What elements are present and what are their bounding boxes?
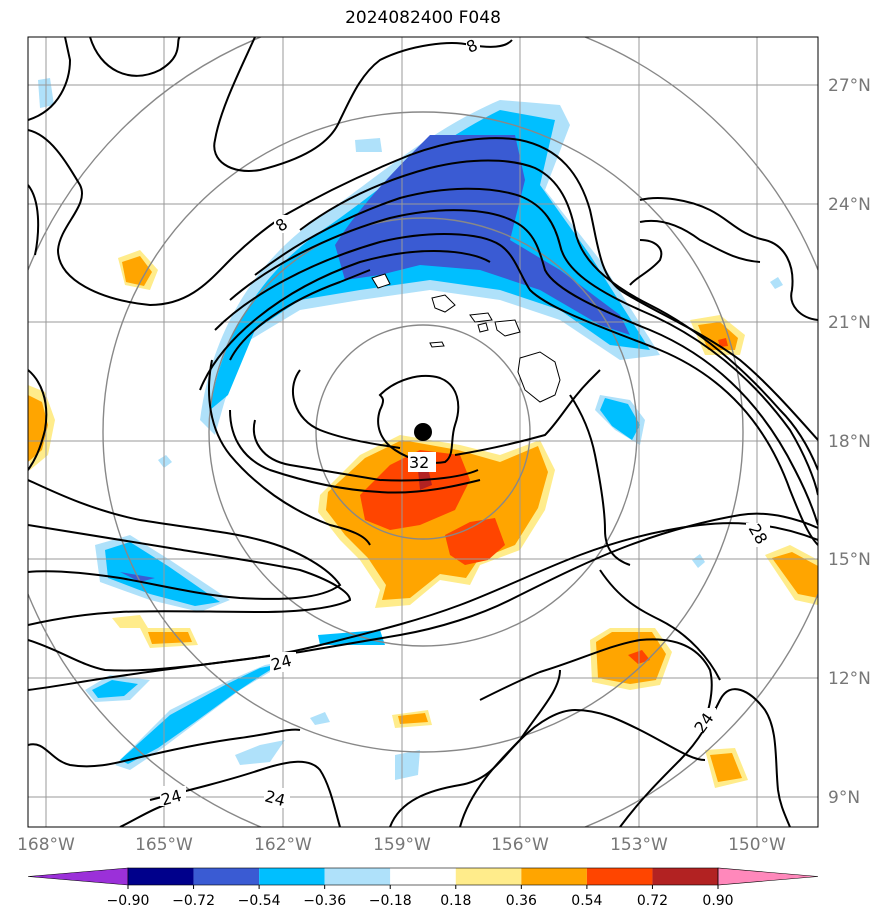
colorbar-tick-label: 0.72 (637, 893, 668, 909)
colorbar-swatch (521, 868, 587, 885)
island-outlines (371, 273, 561, 403)
colorbar-swatch (652, 868, 718, 885)
lon-labels: 168°W 165°W 162°W 159°W 156°W 153°W 150°… (17, 835, 786, 855)
colorbar-tick-label: −0.72 (172, 893, 215, 909)
colorbar-swatch (193, 868, 260, 885)
colorbar-frame (127, 867, 719, 886)
colorbar-extend-high (717, 867, 819, 886)
colorbar-swatch (259, 868, 325, 885)
colorbar-tick-label: 0.18 (440, 893, 471, 909)
storm-center-marker (414, 423, 432, 441)
colorbar-tick-label: −0.54 (238, 893, 281, 909)
lon-label-156: 156°W (491, 835, 549, 855)
map-frame (27, 36, 819, 828)
lat-label-15: 15°N (828, 550, 871, 570)
lat-label-24: 24°N (828, 195, 871, 215)
lon-label-165: 165°W (135, 835, 193, 855)
contour-label-32: 32 (409, 453, 429, 472)
lon-label-150: 150°W (728, 835, 786, 855)
contour-label-24-c: 24 (159, 786, 184, 810)
map-plot-area (28, 37, 818, 827)
colorbar-tick-label: 0.90 (702, 893, 733, 909)
contour-label-24-a: 24 (269, 651, 294, 675)
colorbar-swatch (128, 868, 194, 885)
colorbar-swatch (324, 868, 391, 885)
lon-label-159: 159°W (373, 835, 431, 855)
lon-label-162: 162°W (254, 835, 312, 855)
lon-label-168: 168°W (17, 835, 75, 855)
colorbar-tick-label: 0.54 (571, 893, 602, 909)
colorbar-tick-label: 0.36 (506, 893, 537, 909)
colorbar-swatch (390, 868, 456, 885)
colorbar-tick-label: −0.36 (303, 893, 346, 909)
contour-labels: 8 8 32 28 24 24 24 24 (159, 35, 771, 810)
map-title: 2024082400 F048 (345, 8, 501, 28)
contour-label-24-d: 24 (263, 786, 288, 810)
colorbar-extend-low (27, 867, 129, 886)
contour-lines (28, 37, 818, 827)
colorbar-swatch (586, 868, 653, 885)
lat-label-27: 27°N (828, 76, 871, 96)
lat-labels: 27°N 24°N 21°N 18°N 15°N 12°N 9°N (828, 76, 871, 808)
lat-label-9: 9°N (828, 788, 860, 808)
lat-label-21: 21°N (828, 313, 871, 333)
colorbar: −0.90 −0.72 −0.54 −0.36 −0.18 0.18 0.36 0.54 0.7… (27, 867, 819, 909)
lat-label-12: 12°N (828, 669, 871, 689)
colorbar-swatch (455, 868, 522, 885)
colorbar-tick-label: −0.90 (107, 893, 150, 909)
colorbar-tick-label: −0.18 (369, 893, 412, 909)
lon-label-153: 153°W (610, 835, 668, 855)
range-rings (28, 37, 818, 827)
lat-label-18: 18°N (828, 432, 871, 452)
